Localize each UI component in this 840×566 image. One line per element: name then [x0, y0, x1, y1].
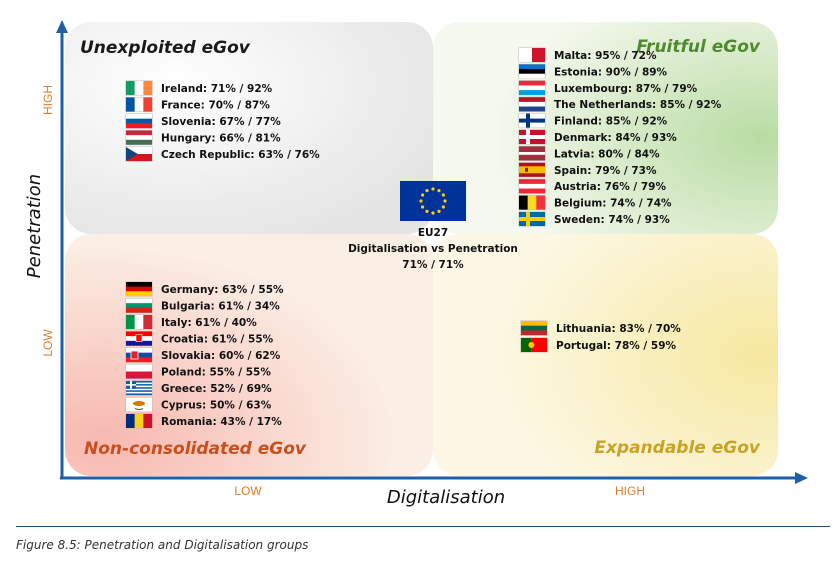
y-axis-arrow-icon	[56, 20, 68, 33]
flag-finland-icon	[518, 113, 546, 129]
quadrant-title-nonconsolidated: Non-consolidated eGov	[84, 439, 307, 459]
y-level-high: HIGH	[41, 85, 55, 115]
flag-slovakia-icon	[125, 347, 153, 363]
eu-star-icon	[419, 199, 423, 203]
eu-star-icon	[443, 199, 447, 203]
country-entry-sweden: Sweden: 74% / 93%	[554, 214, 670, 226]
quadrant-title-expandable: Expandable eGov	[594, 438, 761, 458]
y-axis-label: Penetration	[24, 174, 45, 278]
flag-ireland-icon	[125, 80, 153, 96]
country-entry-greece: Greece: 52% / 69%	[161, 383, 272, 395]
flag-the-netherlands-icon	[518, 96, 546, 112]
eu-star-icon	[421, 193, 425, 197]
flag-france-icon	[125, 97, 153, 112]
x-level-low: LOW	[234, 484, 262, 498]
eu27-value: 71% / 71%	[402, 259, 464, 271]
country-entry-latvia: Latvia: 80% / 84%	[554, 148, 660, 160]
country-entry-czech-republic: Czech Republic: 63% / 76%	[161, 149, 320, 161]
flag-malta-icon	[518, 47, 546, 63]
y-level-low: LOW	[41, 329, 55, 357]
eu-star-icon	[437, 209, 441, 213]
quadrant-unexploited-bg	[65, 22, 433, 234]
eu27-label: Digitalisation vs Penetration	[348, 243, 518, 255]
eu-star-icon	[431, 187, 435, 191]
country-entry-croatia: Croatia: 61% / 55%	[161, 334, 274, 346]
country-entry-italy: Italy: 61% / 40%	[161, 317, 257, 329]
x-axis-arrow-icon	[795, 472, 808, 484]
eu-star-icon	[431, 211, 435, 215]
flag-italy-icon	[125, 314, 153, 330]
flag-denmark-icon	[518, 129, 546, 145]
quadrant-title-fruitful: Fruitful eGov	[636, 37, 761, 57]
country-entry-romania: Romania: 43% / 17%	[161, 416, 282, 428]
country-entry-france: France: 70% / 87%	[161, 100, 270, 112]
country-entry-finland: Finland: 85% / 92%	[554, 116, 668, 128]
country-entry-germany: Germany: 63% / 55%	[161, 284, 284, 296]
country-entry-austria: Austria: 76% / 79%	[554, 181, 666, 193]
flag-austria-icon	[518, 178, 546, 194]
flag-lithuania-icon	[520, 320, 548, 336]
flag-romania-icon	[125, 413, 153, 429]
eu-star-icon	[421, 205, 425, 209]
flag-luxembourg-icon	[518, 80, 546, 96]
flag-bulgaria-icon	[125, 298, 153, 313]
country-entry-lithuania: Lithuania: 83% / 70%	[556, 323, 681, 335]
eu-star-icon	[441, 193, 445, 197]
quadrant-entries-nonconsolidated: Germany: 63% / 55% Bulgaria: 61% / 34% Ita…	[125, 281, 284, 429]
eu-flag-icon	[400, 181, 466, 221]
country-entry-slovakia: Slovakia: 60% / 62%	[161, 350, 281, 362]
eu27-code: EU27	[418, 227, 448, 239]
flag-czech-republic-icon	[125, 146, 153, 162]
eu-star-icon	[425, 209, 429, 213]
quadrant-title-unexploited: Unexploited eGov	[80, 38, 251, 58]
flag-portugal-icon	[520, 337, 548, 353]
flag-sweden-icon	[518, 211, 546, 227]
x-axis-label: Digitalisation	[387, 487, 505, 508]
flag-cyprus-icon	[125, 397, 153, 412]
country-entry-portugal: Portugal: 78% / 59%	[556, 340, 677, 352]
country-entry-bulgaria: Bulgaria: 61% / 34%	[161, 301, 280, 313]
flag-belgium-icon	[518, 195, 546, 211]
country-entry-slovenia: Slovenia: 67% / 77%	[161, 116, 281, 128]
flag-croatia-icon	[125, 331, 153, 346]
country-entry-luxembourg: Luxembourg: 87% / 79%	[554, 83, 698, 95]
quadrant-nonconsolidated-bg	[65, 234, 433, 476]
country-entry-the-netherlands: The Netherlands: 85% / 92%	[554, 99, 722, 111]
country-entry-cyprus: Cyprus: 50% / 63%	[161, 400, 272, 412]
eu-star-icon	[425, 189, 429, 193]
quadrant-entries-fruitful: Malta: 95% / 72% Estonia: 90% / 89% Luxemb…	[518, 47, 722, 227]
flag-slovenia-icon	[125, 113, 153, 129]
flag-poland-icon	[125, 364, 153, 379]
eu-star-icon	[441, 205, 445, 209]
country-entry-ireland: Ireland: 71% / 92%	[161, 83, 273, 95]
country-entry-hungary: Hungary: 66% / 81%	[161, 133, 281, 145]
caption-rule	[16, 526, 830, 527]
x-level-high: HIGH	[615, 484, 645, 498]
flag-spain-icon	[518, 162, 546, 178]
quadrant-entries-unexploited: Ireland: 71% / 92% France: 70% / 87% Slove…	[125, 80, 320, 162]
country-entry-poland: Poland: 55% / 55%	[161, 367, 271, 379]
quadrant-expandable-bg	[433, 234, 778, 476]
country-entry-spain: Spain: 79% / 73%	[554, 165, 657, 177]
flag-greece-icon	[125, 380, 153, 396]
country-entry-belgium: Belgium: 74% / 74%	[554, 198, 672, 210]
figure-caption: Figure 8.5: Penetration and Digitalisati…	[16, 538, 309, 552]
flag-hungary-icon	[125, 130, 153, 145]
quadrant-entries-expandable: Lithuania: 83% / 70% Portugal: 78% / 59%	[520, 320, 681, 353]
country-entry-estonia: Estonia: 90% / 89%	[554, 66, 668, 78]
flag-latvia-icon	[518, 145, 546, 161]
flag-germany-icon	[125, 281, 153, 297]
flag-estonia-icon	[518, 63, 546, 79]
eu-star-icon	[437, 189, 441, 193]
country-entry-denmark: Denmark: 84% / 93%	[554, 132, 677, 144]
country-entry-malta: Malta: 95% / 72%	[554, 50, 657, 62]
